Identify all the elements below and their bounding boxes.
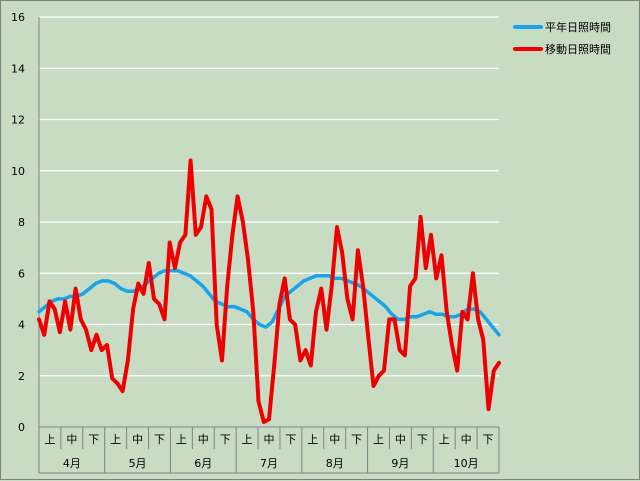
y-tick-label: 16 — [11, 11, 25, 24]
legend-label: 移動日照時間 — [545, 42, 611, 56]
sub-period-label: 中 — [66, 433, 77, 446]
series-line-normal-sunshine — [37, 268, 501, 337]
y-tick-label: 2 — [18, 370, 25, 383]
sub-period-label: 上 — [373, 433, 384, 446]
y-tick-label: 12 — [11, 114, 25, 127]
y-tick-label: 4 — [18, 319, 25, 332]
sub-period-label: 中 — [198, 433, 209, 446]
sub-period-label: 上 — [307, 433, 318, 446]
sub-period-label: 上 — [176, 433, 187, 446]
month-label: 8月 — [326, 457, 344, 470]
sub-period-label: 下 — [285, 433, 296, 446]
sub-period-label: 上 — [242, 433, 253, 446]
sub-period-label: 下 — [483, 433, 494, 446]
month-label: 9月 — [391, 457, 409, 470]
sub-period-label: 下 — [220, 433, 231, 446]
sub-period-label: 下 — [417, 433, 428, 446]
y-tick-label: 10 — [11, 165, 25, 178]
sub-period-label: 中 — [329, 433, 340, 446]
series-line-moving-sunshine — [37, 158, 501, 424]
legend-label: 平年日照時間 — [545, 20, 611, 34]
month-label: 7月 — [260, 457, 278, 470]
y-axis: 0 2 4 6 8 10 12 14 16 — [11, 11, 40, 434]
y-tick-label: 14 — [11, 62, 25, 75]
sub-period-label: 下 — [351, 433, 362, 446]
month-label: 10月 — [454, 457, 479, 470]
sub-period-label: 下 — [154, 433, 165, 446]
y-tick-label: 0 — [18, 421, 25, 434]
sub-period-label: 中 — [461, 433, 472, 446]
month-label: 6月 — [194, 457, 212, 470]
sub-period-label: 中 — [264, 433, 275, 446]
sub-period-label: 中 — [395, 433, 406, 446]
y-tick-label: 6 — [18, 267, 25, 280]
x-axis: 上中下4月上中下5月上中下6月上中下7月上中下8月上中下9月上中下10月 — [38, 426, 500, 474]
month-label: 4月 — [63, 457, 81, 470]
sub-period-label: 上 — [44, 433, 55, 446]
y-tick-label: 8 — [18, 216, 25, 229]
sub-period-label: 上 — [110, 433, 121, 446]
month-label: 5月 — [129, 457, 147, 470]
series-layer — [37, 158, 501, 424]
sub-period-label: 下 — [88, 433, 99, 446]
sub-period-label: 上 — [439, 433, 450, 446]
sub-period-label: 中 — [132, 433, 143, 446]
